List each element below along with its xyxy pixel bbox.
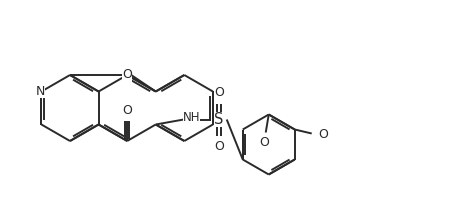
Text: O: O bbox=[213, 86, 223, 99]
Text: N: N bbox=[35, 85, 45, 98]
Text: O: O bbox=[258, 136, 268, 149]
Text: O: O bbox=[122, 68, 132, 81]
Text: O: O bbox=[213, 140, 223, 153]
Text: O: O bbox=[317, 128, 327, 141]
Text: O: O bbox=[122, 103, 132, 117]
Text: NH: NH bbox=[182, 111, 200, 124]
Text: S: S bbox=[213, 112, 223, 127]
